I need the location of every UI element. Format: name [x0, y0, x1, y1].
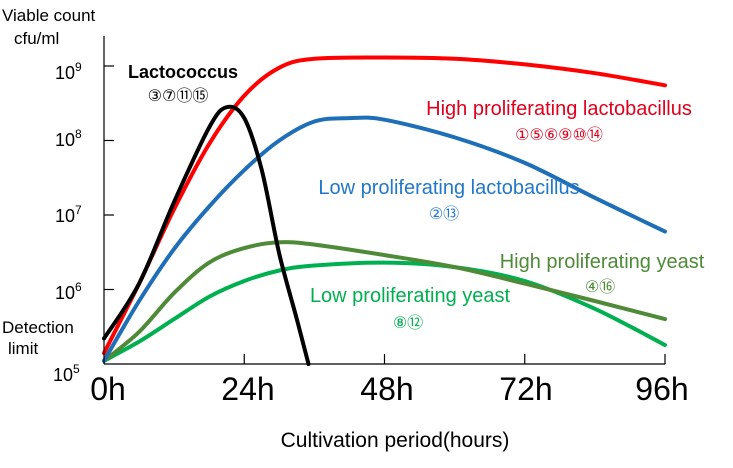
y-axis-label-line2: cfu/ml: [14, 29, 59, 48]
y-tick-base: 10: [55, 63, 75, 83]
x-tick-label-96h: 96h: [635, 371, 688, 407]
series-ids-low-lactobacillus: ②⑬: [429, 205, 459, 223]
axis-ticks: [104, 65, 666, 364]
series-ids-lactococcus: ③⑦⑪⑮: [148, 87, 209, 105]
x-tick-label-24h: 24h: [221, 371, 274, 407]
y-tick-exponent: 8: [75, 127, 82, 141]
series-line-lactococcus: [102, 104, 311, 366]
series-ids-high-lactobacillus: ①⑤⑥⑨⑩⑭: [515, 126, 603, 144]
svg-text:107: 107: [55, 203, 82, 226]
y-tick-base: 10: [55, 130, 75, 150]
series-ids-high-yeast: ④⑯: [585, 278, 615, 296]
y-axis-label-line1: Viable count: [2, 6, 96, 25]
y-tick-exponent: 6: [75, 280, 82, 294]
series-line-high-proliferating-yeast: [102, 240, 667, 363]
x-axis-label: Cultivation period(hours): [281, 429, 510, 452]
x-tick-label-72h: 72h: [499, 371, 552, 407]
y-tick-base: 10: [53, 365, 73, 385]
y-tick-label-1e7: 107: [55, 203, 82, 226]
y-tick-base: 10: [55, 206, 75, 226]
svg-text:108: 108: [55, 127, 82, 150]
y-tick-exponent: 7: [75, 203, 82, 217]
svg-text:105: 105: [53, 362, 80, 385]
series-curves: [102, 55, 667, 366]
y-tick-exponent: 5: [73, 362, 80, 376]
svg-text:109: 109: [55, 60, 82, 83]
detection-limit-label-line1: Detection: [2, 318, 74, 337]
y-tick-exponent: 9: [75, 60, 82, 74]
x-tick-label-48h: 48h: [360, 371, 413, 407]
detection-limit-label-line2: limit: [8, 339, 38, 358]
series-line-low-proliferating-lactobacillus: [102, 115, 667, 363]
series-label-lactococcus: Lactococcus: [128, 62, 238, 82]
series-ids-low-yeast: ⑧⑫: [393, 314, 423, 332]
series-label-high-yeast: High proliferating yeast: [500, 251, 705, 273]
series-label-low-lactobacillus: Low proliferating lactobacillus: [318, 177, 579, 199]
y-tick-label-1e6: 106: [55, 280, 82, 303]
series-label-high-lactobacillus: High proliferating lactobacillus: [426, 98, 692, 120]
y-tick-label-1e9: 109: [55, 60, 82, 83]
y-tick-label-1e8: 108: [55, 127, 82, 150]
series-label-low-yeast: Low proliferating yeast: [310, 285, 511, 307]
x-tick-label-0h: 0h: [90, 371, 126, 407]
y-tick-base: 10: [55, 283, 75, 303]
svg-text:106: 106: [55, 280, 82, 303]
y-tick-label-1e5: 105: [53, 362, 80, 385]
